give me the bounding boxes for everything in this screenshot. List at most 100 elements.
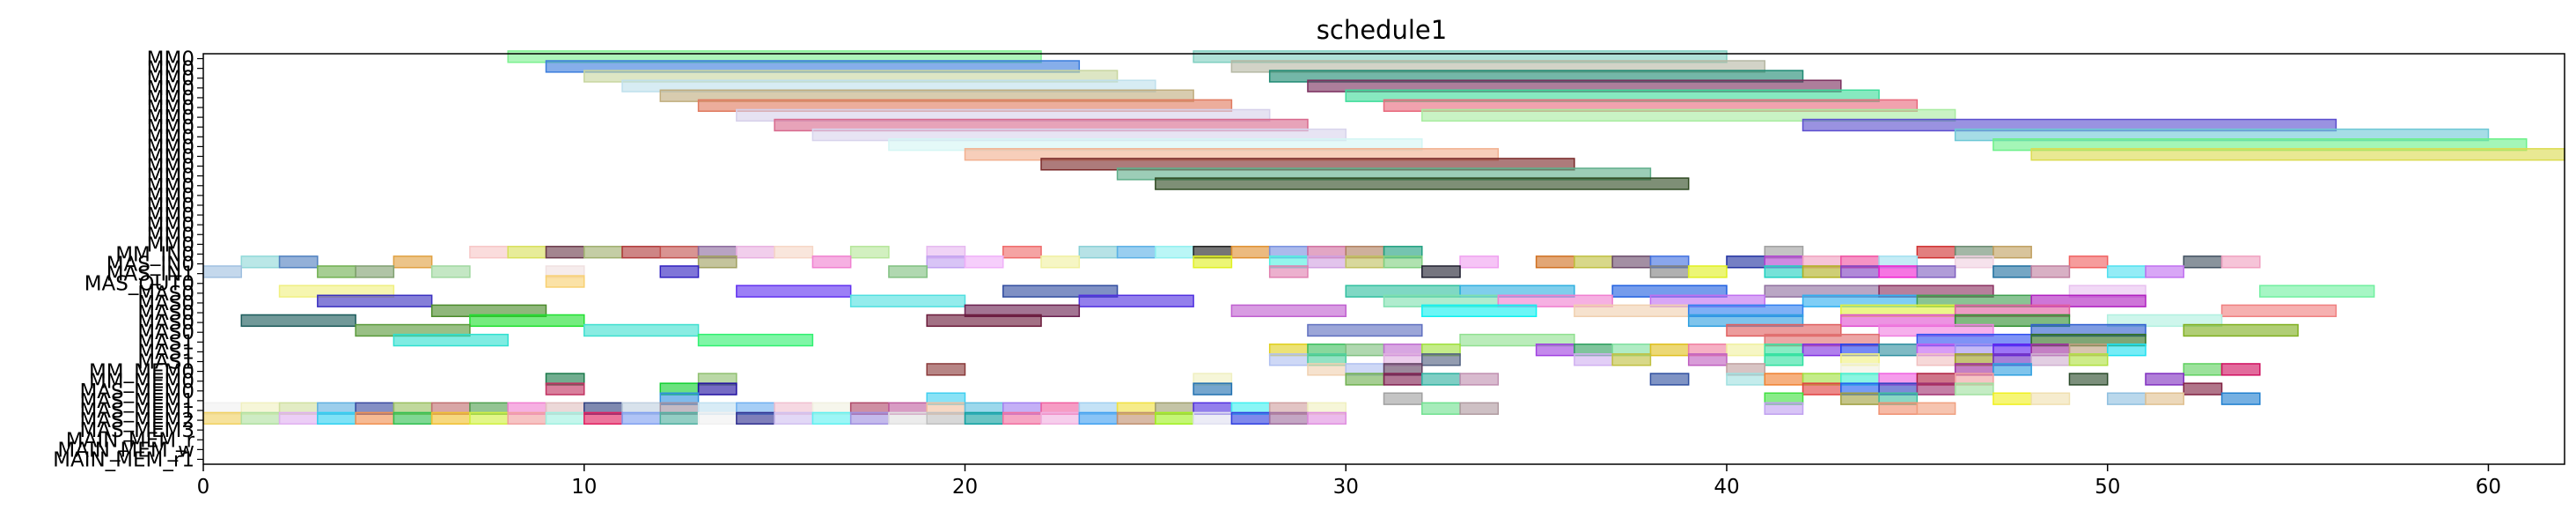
y-tick-label: MAS_MEM1 <box>79 390 194 413</box>
gantt-bar <box>317 411 356 425</box>
gantt-bar <box>659 265 700 278</box>
gantt-bar <box>2068 255 2109 269</box>
y-tick-label: MM0 <box>147 136 194 159</box>
gantt-bar <box>1726 373 1765 386</box>
gantt-bar <box>621 246 662 259</box>
chart-title: schedule1 <box>1317 15 1447 45</box>
gantt-bar <box>240 411 281 425</box>
gantt-bar <box>317 294 433 307</box>
gantt-bar <box>2106 265 2147 278</box>
y-tick-label: MM0 <box>147 87 194 110</box>
x-axis: 0 10 20 30 40 50 60 <box>197 464 2501 499</box>
gantt-bar <box>1574 255 1613 269</box>
gantt-bar <box>1802 344 1842 357</box>
gantt-bar <box>1726 255 1765 269</box>
gantt-bar <box>1878 344 1919 357</box>
x-tick-label: 10 <box>571 476 597 499</box>
gantt-bar <box>811 411 852 425</box>
gantt-bar <box>2106 314 2223 328</box>
gantt-bar <box>964 255 1004 269</box>
gantt-bar <box>1802 265 1842 278</box>
gantt-bar <box>507 246 547 259</box>
gantt-bar <box>1574 353 1613 366</box>
y-tick-label: MM0 <box>147 97 194 120</box>
gantt-bar <box>774 411 814 425</box>
gantt-bar <box>1155 246 1194 259</box>
gantt-bar <box>1459 373 1500 386</box>
gantt-bar <box>1993 392 2032 405</box>
gantt-bar <box>697 382 738 396</box>
gantt-bar <box>1535 255 1575 269</box>
gantt-bar <box>1687 353 1728 366</box>
gantt-bar <box>1764 402 1804 415</box>
gantt-bar <box>2183 255 2223 269</box>
gantt-bar <box>1649 373 1690 386</box>
gantt-bar <box>1878 265 1919 278</box>
y-tick-label: MM0 <box>147 195 194 218</box>
gantt-bar <box>888 411 928 425</box>
gantt-bar <box>811 255 852 269</box>
gantt-bar <box>1193 382 1233 396</box>
gantt-bar <box>240 255 281 269</box>
gantt-bar <box>736 285 852 298</box>
gantt-bar <box>545 382 585 396</box>
gantt-bar <box>1040 255 1081 269</box>
y-tick-label: MAS_MEM0 <box>79 381 194 403</box>
y-tick-label: MM0 <box>147 107 194 129</box>
y-tick-label: MM0 <box>147 116 194 139</box>
gantt-bar <box>1268 265 1309 278</box>
gantt-bar <box>1421 265 1461 278</box>
gantt-bar <box>430 411 471 425</box>
gantt-bar <box>1459 333 1575 347</box>
gantt-bar <box>2183 363 2223 376</box>
gantt-bar <box>1574 304 1690 317</box>
gantt-bar <box>2145 392 2185 405</box>
y-tick-label: MAS0 <box>137 292 194 315</box>
gantt-bar <box>1345 344 1385 357</box>
y-tick-label: MAS1 <box>137 331 194 354</box>
y-tick-label: MM0 <box>147 78 194 100</box>
gantt-bar <box>736 246 775 259</box>
gantt-bar <box>1345 255 1385 269</box>
y-tick-label: MAS_MEM1 <box>79 400 194 423</box>
gantt-bar <box>2183 323 2299 337</box>
gantt-bar <box>697 411 738 425</box>
gantt-bar <box>1726 344 1765 357</box>
gantt-bar <box>1193 255 1233 269</box>
gantt-bar <box>1383 255 1423 269</box>
gantt-bar <box>1307 323 1423 337</box>
gantt-bar <box>202 265 243 278</box>
gantt-bar <box>926 314 1042 328</box>
y-tick-label: MAS_MEM2 <box>79 410 194 433</box>
y-tick-label: MM_MEM0 <box>89 361 194 384</box>
gantt-bar <box>1345 373 1385 386</box>
gantt-bar <box>1078 411 1119 425</box>
gantt-bar <box>1459 402 1500 415</box>
gantt-bar <box>1916 353 1956 366</box>
gantt-bar <box>1459 255 1500 269</box>
gantt-bar <box>1155 177 1690 190</box>
gantt-bar <box>1954 314 2071 328</box>
gantt-bar <box>1497 294 1613 307</box>
y-tick-label: MM0 <box>147 204 194 227</box>
gantt-bar <box>1764 353 1804 366</box>
gantt-bar <box>583 323 700 337</box>
gantt-bar <box>2068 353 2109 366</box>
gantt-bar <box>1193 411 1233 425</box>
gantt-bar <box>317 265 356 278</box>
y-tick-label: MAIN_MEM_r <box>66 429 195 452</box>
y-tick-label: MM_IN0 <box>115 243 194 266</box>
gantt-bar <box>1078 294 1194 307</box>
gantt-bar <box>2183 382 2223 396</box>
gantt-bar <box>697 255 738 269</box>
gantt-bar <box>240 314 356 328</box>
x-tick-label: 60 <box>2476 476 2501 499</box>
gantt-bar <box>621 411 662 425</box>
gantt-bar <box>583 246 623 259</box>
gantt-bar <box>1268 411 1309 425</box>
x-tick-label: 40 <box>1714 476 1739 499</box>
x-tick-label: 20 <box>952 476 978 499</box>
gantt-bar <box>1840 392 1880 405</box>
x-tick-label: 50 <box>2095 476 2120 499</box>
